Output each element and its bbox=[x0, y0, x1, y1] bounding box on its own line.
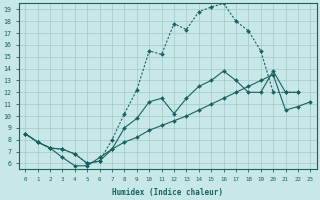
X-axis label: Humidex (Indice chaleur): Humidex (Indice chaleur) bbox=[112, 188, 223, 197]
